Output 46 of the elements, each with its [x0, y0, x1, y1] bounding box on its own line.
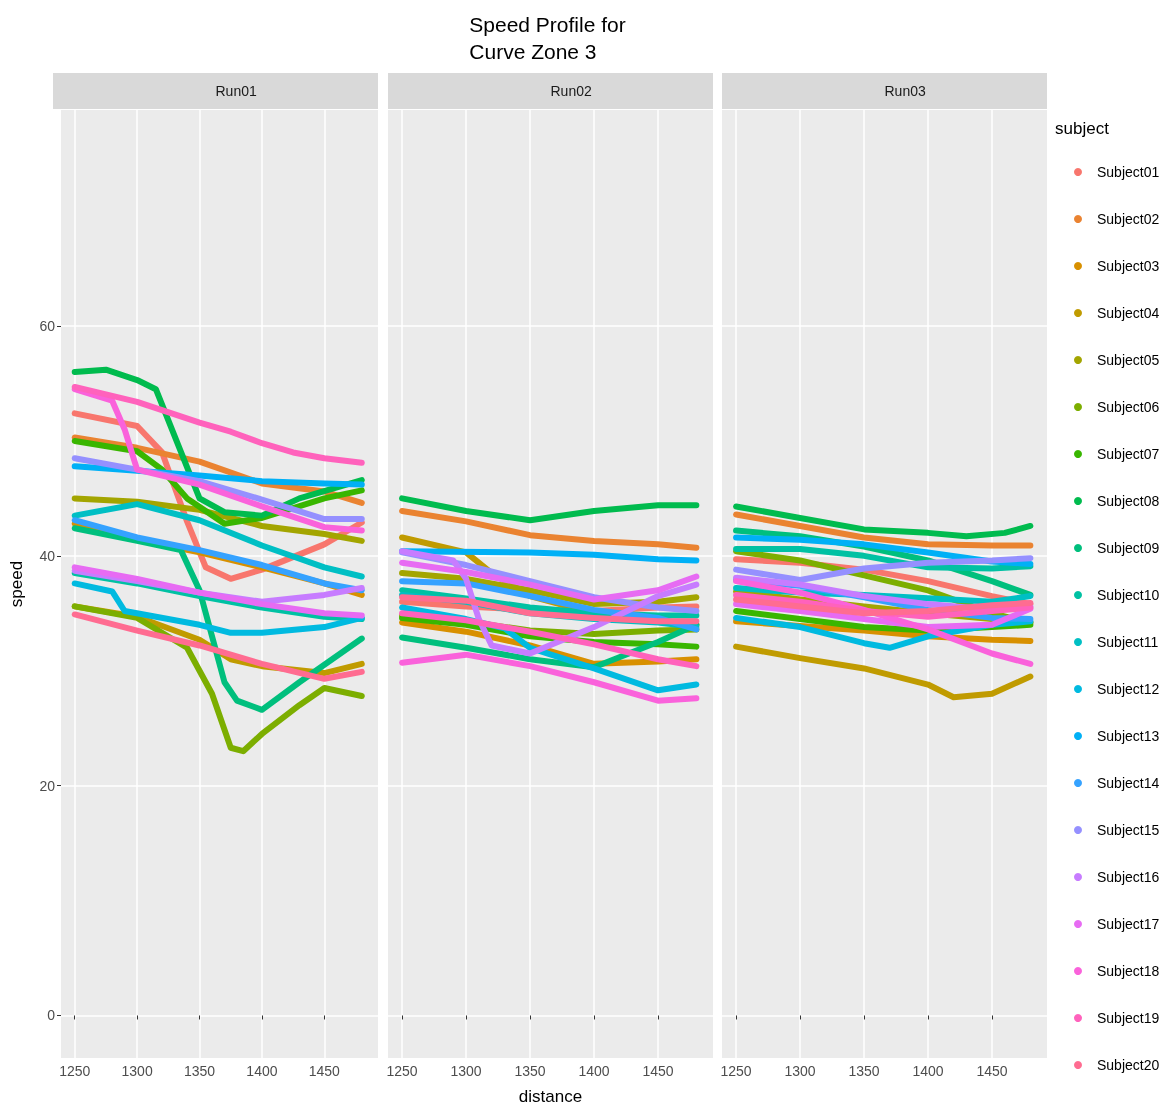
y-tick-label: 40 — [39, 547, 56, 564]
legend-label: Subject04 — [1097, 305, 1160, 321]
legend-label: Subject09 — [1097, 540, 1160, 556]
legend-label: Subject06 — [1097, 399, 1160, 415]
legend-label: Subject01 — [1097, 164, 1160, 180]
x-tick-label: 1400 — [912, 1063, 944, 1079]
y-tick-label: 20 — [39, 777, 56, 794]
legend-label: Subject11 — [1097, 634, 1159, 650]
x-tick-label: 1400 — [246, 1063, 278, 1079]
legend-label: Subject03 — [1097, 258, 1160, 274]
legend-label: Subject15 — [1097, 822, 1160, 838]
legend-label: Subject18 — [1097, 963, 1160, 979]
x-tick-label: 1250 — [720, 1063, 752, 1079]
legend-label: Subject05 — [1097, 352, 1160, 368]
legend-label: Subject13 — [1097, 728, 1160, 744]
legend-label: Subject19 — [1097, 1010, 1160, 1026]
legend-label: Subject02 — [1097, 211, 1160, 227]
x-tick-label: 1250 — [386, 1063, 418, 1079]
x-tick-label: 1300 — [784, 1063, 816, 1079]
legend-label: Subject20 — [1097, 1057, 1160, 1073]
x-tick-label: 1450 — [976, 1063, 1008, 1079]
x-tick-label: 1250 — [59, 1063, 91, 1079]
chart-subtitle: Run01 — [215, 83, 257, 99]
legend-label: Subject17 — [1097, 916, 1160, 932]
x-tick-label: 1300 — [450, 1063, 482, 1079]
chart-title: Speed Profile for Curve Zone 3 — [469, 13, 626, 63]
legend-label: Subject07 — [1097, 446, 1160, 462]
x-tick-label: 1450 — [642, 1063, 674, 1079]
y-tick-label: 0 — [47, 1007, 56, 1024]
chart-subtitle: Run02 — [550, 83, 592, 99]
x-tick-label: 1350 — [183, 1063, 216, 1079]
y-tick-label: 60 — [39, 318, 56, 335]
y-axis-title: speed — [7, 560, 26, 608]
x-tick-label: 1350 — [848, 1063, 880, 1079]
x-tick-label: 1300 — [121, 1063, 153, 1079]
legend-label: Subject16 — [1097, 869, 1160, 885]
x-tick-label: 1400 — [578, 1063, 610, 1079]
legend-label: Subject10 — [1097, 587, 1160, 603]
legend-title: subject — [1055, 119, 1110, 138]
legend-label: Subject08 — [1097, 493, 1160, 509]
x-axis-title: distance — [518, 1087, 583, 1106]
legend-label: Subject12 — [1097, 681, 1160, 697]
x-tick-label: 1450 — [308, 1063, 341, 1079]
legend-label: Subject14 — [1097, 775, 1160, 791]
x-tick-label: 1350 — [514, 1063, 546, 1079]
chart-subtitle: Run03 — [884, 83, 926, 99]
